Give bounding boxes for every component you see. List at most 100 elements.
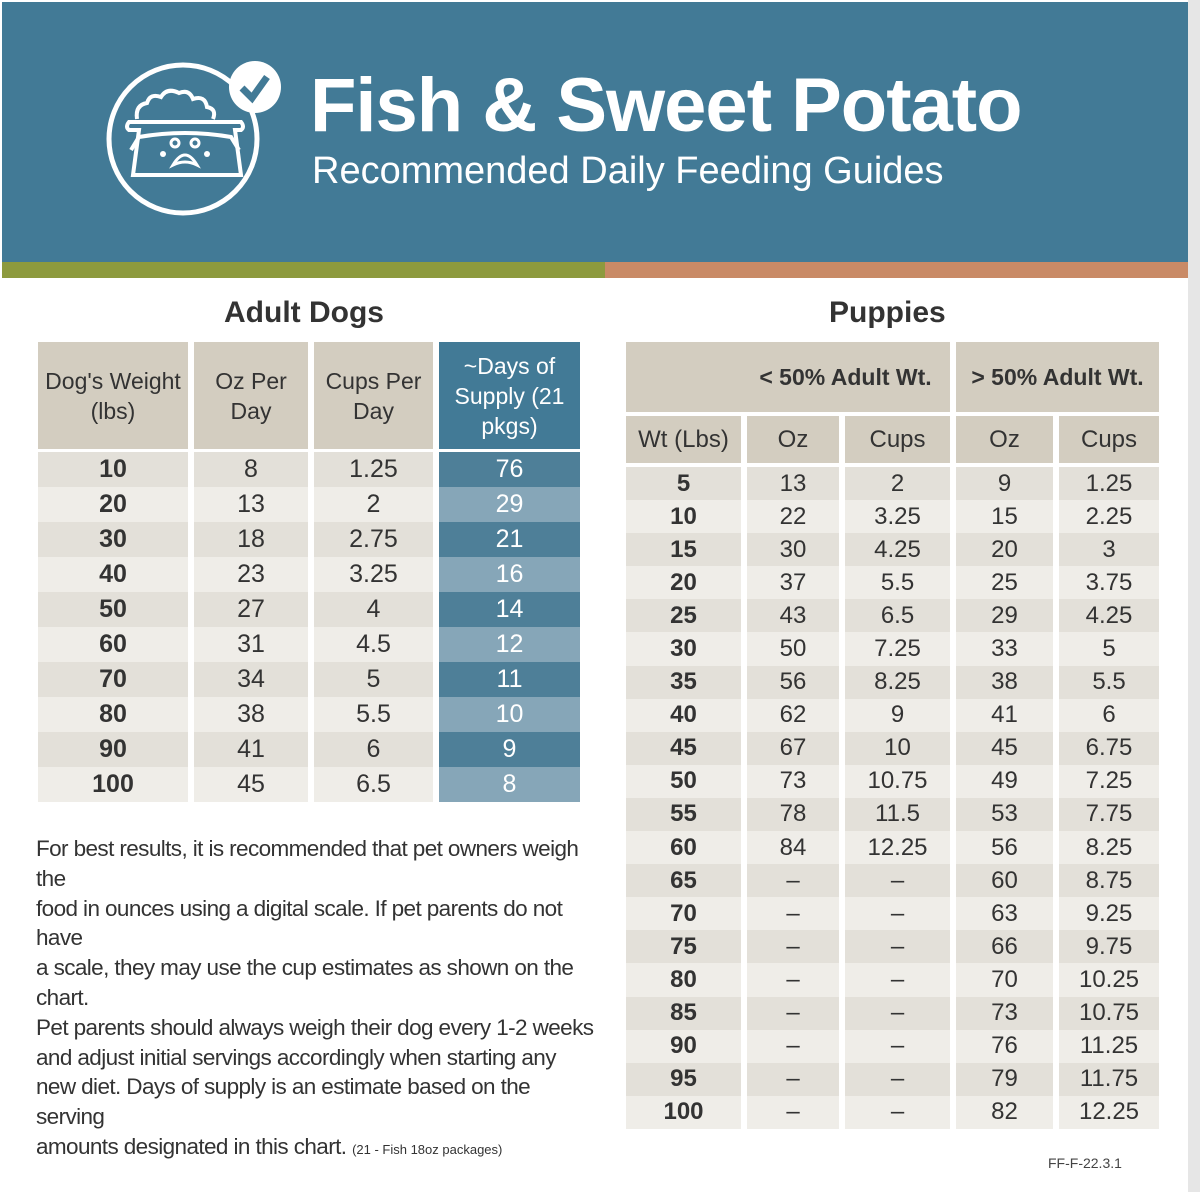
- table-cell: –: [845, 1095, 950, 1129]
- table-cell: 90: [38, 732, 188, 767]
- table-cell: 56: [747, 665, 839, 699]
- table-row: 100 45 6.5 8: [38, 767, 580, 802]
- table-row: 95– –79 11.75: [626, 1062, 1159, 1096]
- note-line: Pet parents should always weigh their do…: [36, 1014, 594, 1040]
- table-cell: 5: [314, 662, 433, 697]
- note-small-print: (21 - Fish 18oz packages): [352, 1141, 503, 1157]
- table-cell: –: [845, 864, 950, 898]
- table-cell: 8.25: [845, 665, 950, 699]
- table-cell: 7.25: [1059, 764, 1159, 798]
- table-cell: 31: [194, 627, 308, 662]
- table-cell: 40: [38, 557, 188, 592]
- table-cell: 6: [314, 732, 433, 767]
- table-cell: 20: [626, 566, 741, 600]
- table-row: 60 84 12.25 56 8.25: [626, 831, 1159, 865]
- table-row: 50 27 4 14: [38, 592, 580, 627]
- table-cell: 95: [626, 1062, 741, 1096]
- table-cell: 10.75: [845, 764, 950, 798]
- col-header-cups: Cups Per Day: [314, 342, 433, 449]
- table-cell: 10: [845, 731, 950, 765]
- table-cell: 29: [439, 487, 580, 522]
- table-cell: 50: [38, 592, 188, 627]
- table-cell: 10.25: [1059, 963, 1159, 997]
- table-cell: 6: [1059, 698, 1159, 732]
- table-cell: 45: [956, 731, 1053, 765]
- table-cell: 41: [956, 698, 1053, 732]
- note-line: new diet. Days of supply is an estimate …: [36, 1074, 531, 1130]
- table-cell: –: [845, 963, 950, 997]
- table-row: 15 30 4.25 20 3: [626, 533, 1159, 567]
- table-cell: –: [747, 1029, 839, 1063]
- table-row: 90 41 6 9: [38, 732, 580, 767]
- feeding-note: For best results, it is recommended that…: [36, 834, 596, 1165]
- table-cell: 37: [747, 566, 839, 600]
- table-cell: 4.25: [1059, 599, 1159, 633]
- table-row: 90– –76 11.25: [626, 1029, 1159, 1063]
- table-cell: 60: [38, 627, 188, 662]
- page-subtitle: Recommended Daily Feeding Guides: [312, 150, 944, 192]
- table-cell: –: [747, 963, 839, 997]
- table-cell: 82: [956, 1095, 1053, 1129]
- table-cell: 15: [626, 533, 741, 567]
- table-cell: 30: [747, 533, 839, 567]
- adult-dogs-title: Adult Dogs: [224, 296, 384, 329]
- table-cell: 80: [38, 697, 188, 732]
- table-cell: 3.25: [845, 500, 950, 534]
- table-cell: 7.75: [1059, 797, 1159, 832]
- col-header-weight: Dog's Weight (lbs): [38, 342, 188, 449]
- table-cell: 10.75: [1059, 996, 1159, 1030]
- note-line: and adjust initial servings accordingly …: [36, 1044, 556, 1070]
- table-cell: 76: [439, 452, 580, 487]
- col-header-oz: Oz Per Day: [194, 342, 308, 449]
- table-cell: 4: [314, 592, 433, 627]
- table-cell: 27: [194, 592, 308, 627]
- table-cell: 22: [747, 500, 839, 534]
- table-cell: 25: [626, 599, 741, 633]
- table-cell: 76: [956, 1029, 1053, 1063]
- table-cell: 50: [626, 764, 741, 798]
- table-cell: 21: [439, 522, 580, 557]
- table-row: 30 18 2.75 21: [38, 522, 580, 557]
- table-cell: 70: [626, 897, 741, 931]
- table-cell: 6.5: [314, 767, 433, 802]
- table-cell: 11.25: [1059, 1029, 1159, 1063]
- document-code: FF-F-22.3.1: [1048, 1155, 1122, 1171]
- note-line: a scale, they may use the cup estimates …: [36, 955, 574, 1010]
- table-cell: 1.25: [1059, 467, 1159, 501]
- table-cell: 63: [956, 897, 1053, 931]
- table-cell: 6.75: [1059, 731, 1159, 765]
- table-cell: 38: [194, 697, 308, 732]
- table-cell: 5: [1059, 632, 1159, 666]
- orange-stripe: [605, 262, 1188, 278]
- table-cell: 84: [747, 831, 839, 865]
- table-cell: 12: [439, 627, 580, 662]
- table-cell: 85: [626, 996, 741, 1030]
- table-cell: 100: [38, 767, 188, 802]
- table-cell: 40: [626, 698, 741, 732]
- table-cell: 6.5: [845, 599, 950, 633]
- table-row: 85– –73 10.75: [626, 996, 1159, 1030]
- table-cell: 2: [314, 487, 433, 522]
- table-cell: –: [845, 1029, 950, 1063]
- table-cell: –: [747, 930, 839, 964]
- table-cell: 11: [439, 662, 580, 697]
- table-row: 70 34 5 11: [38, 662, 580, 697]
- table-row: 45 67 10 45 6.75: [626, 731, 1159, 765]
- table-cell: 1.25: [314, 452, 433, 487]
- table-cell: 73: [747, 764, 839, 798]
- table-cell: 75: [626, 930, 741, 964]
- table-row: 5 13 2 9 1.25: [626, 467, 1159, 501]
- table-cell: 29: [956, 599, 1053, 633]
- table-cell: –: [747, 996, 839, 1030]
- table-cell: 4.5: [314, 627, 433, 662]
- table-cell: –: [747, 897, 839, 931]
- table-cell: 65: [626, 864, 741, 898]
- green-stripe: [2, 262, 605, 278]
- col-header-oz-under: Oz: [747, 416, 839, 463]
- table-row: 35 56 8.25 38 5.5: [626, 665, 1159, 699]
- table-cell: –: [747, 864, 839, 898]
- group-header-under-50: < 50% Adult Wt.: [626, 342, 950, 412]
- table-cell: 9: [956, 467, 1053, 501]
- table-cell: 10: [439, 697, 580, 732]
- table-cell: 13: [747, 467, 839, 501]
